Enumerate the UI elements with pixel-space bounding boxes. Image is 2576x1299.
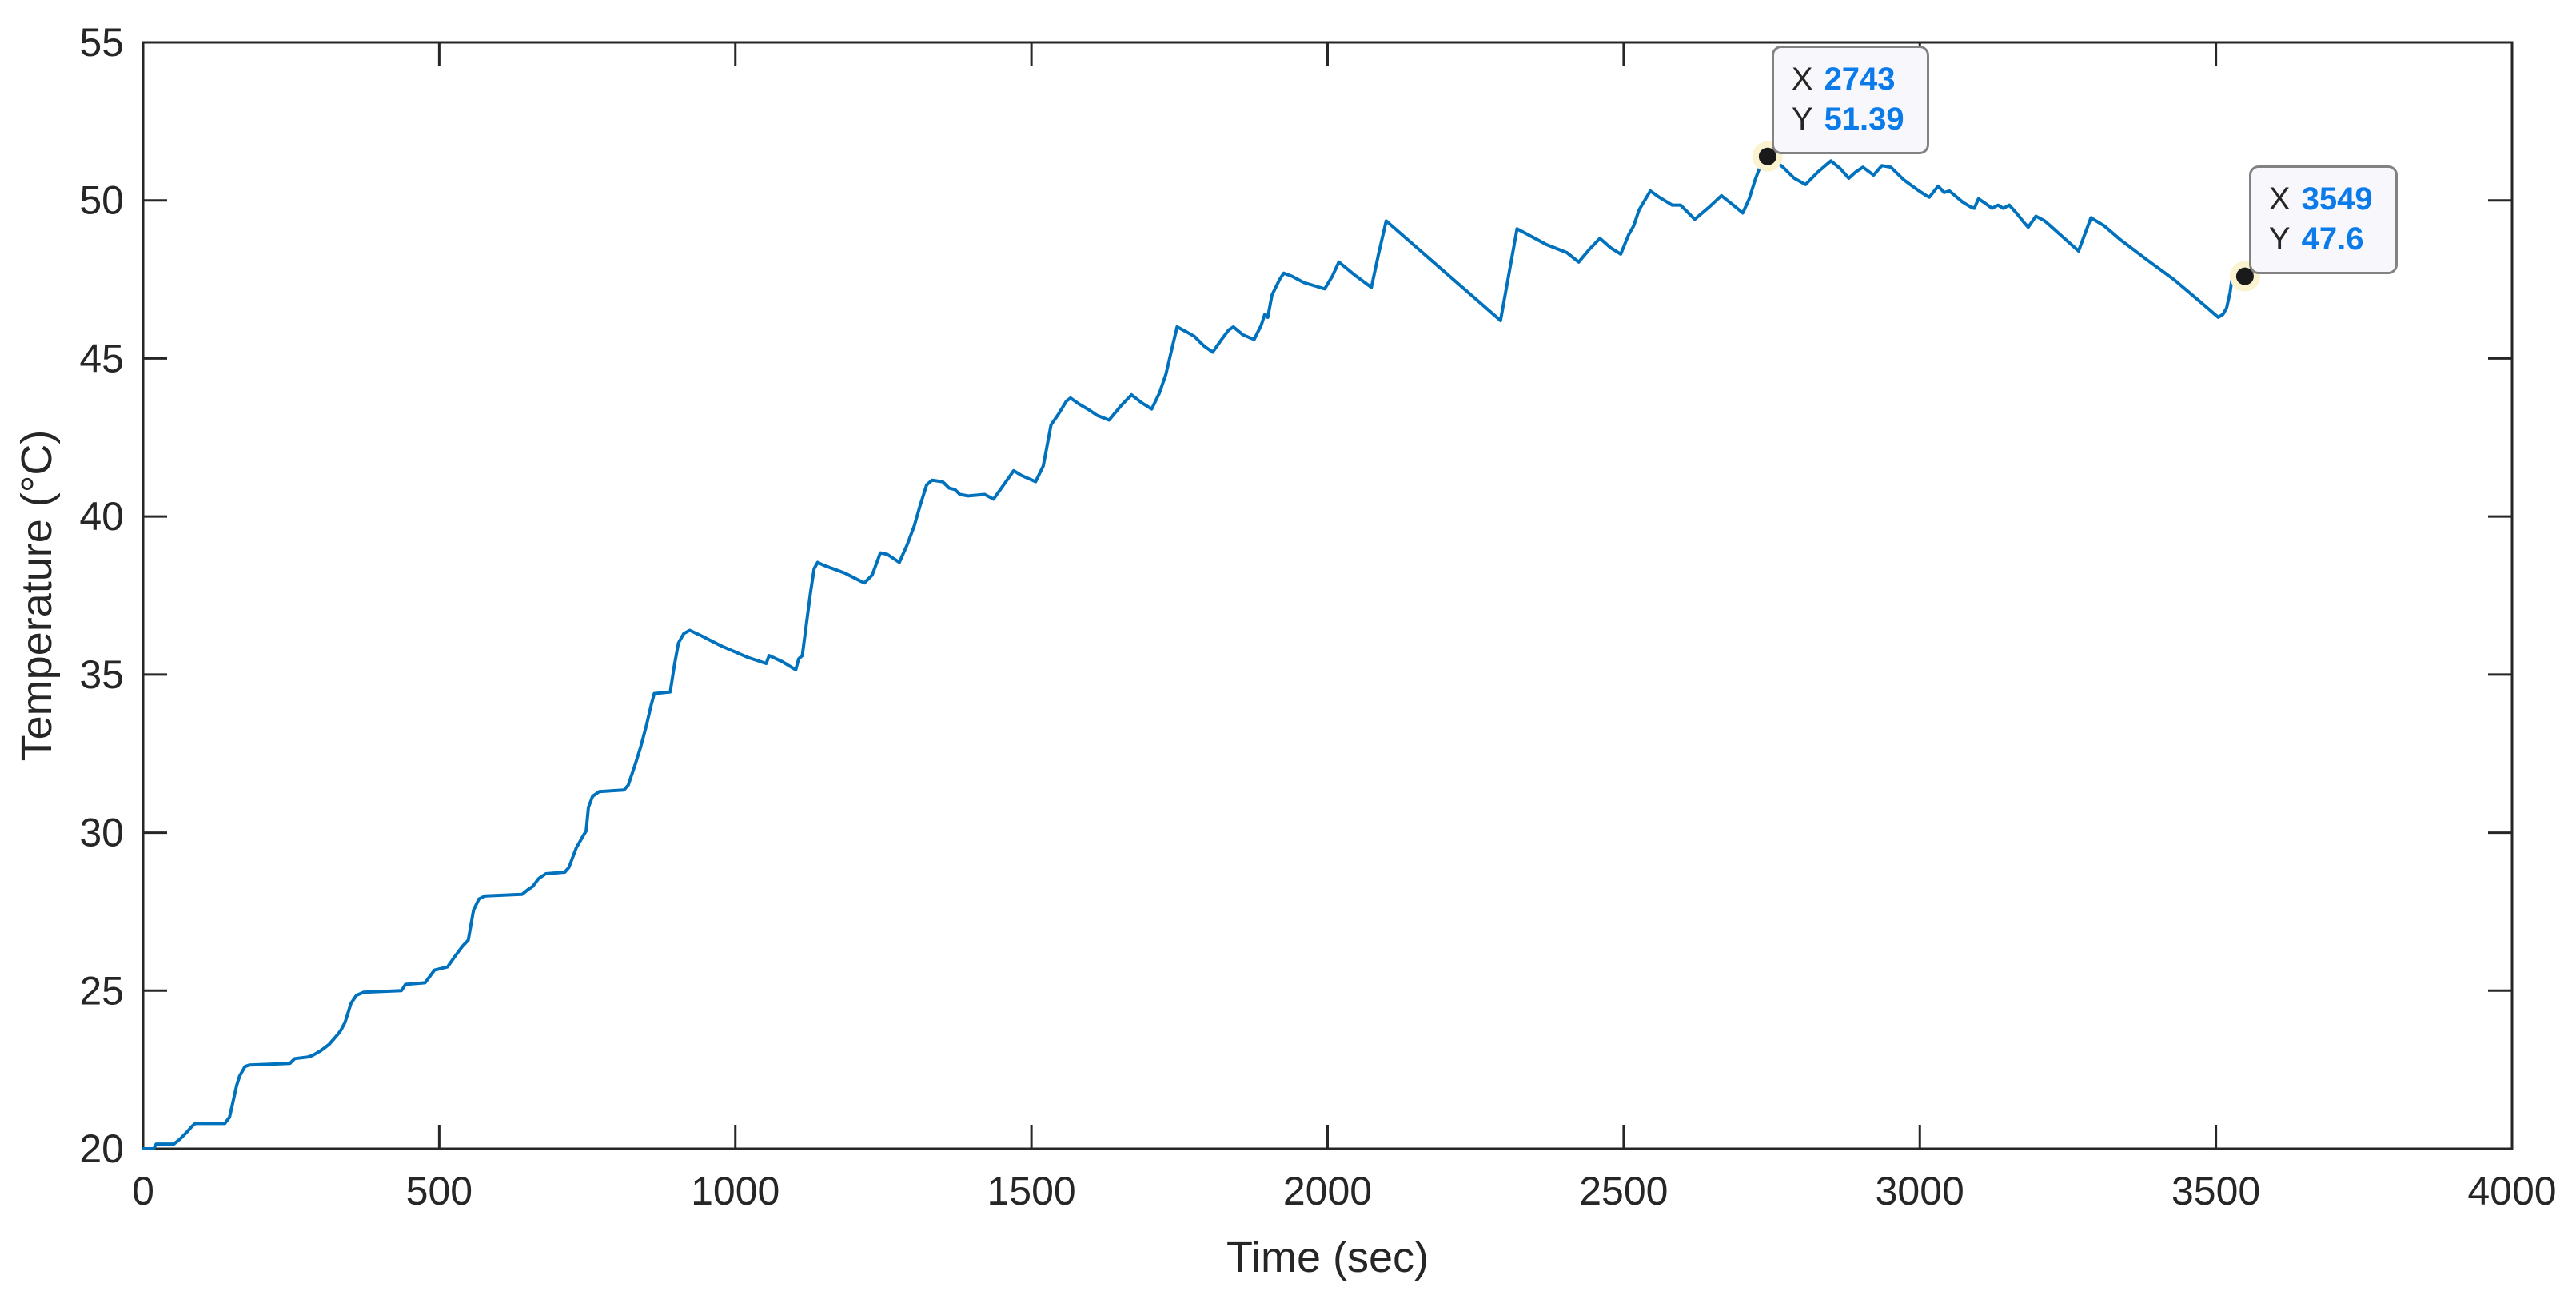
x-axis-label: Time (sec) bbox=[1226, 1233, 1429, 1281]
x-tick-label: 1500 bbox=[987, 1169, 1076, 1213]
datatip-x-value: 3549 bbox=[2301, 181, 2373, 217]
y-tick-label: 55 bbox=[79, 20, 124, 65]
datatip-end[interactable]: X 3549 Y 47.6 bbox=[2248, 165, 2398, 274]
x-tick-label: 1000 bbox=[691, 1169, 780, 1213]
x-tick-label: 0 bbox=[132, 1169, 154, 1213]
x-tick-label: 3000 bbox=[1876, 1169, 1964, 1213]
y-tick-label: 35 bbox=[79, 652, 124, 697]
y-tick-label: 25 bbox=[79, 968, 124, 1013]
axes-frame bbox=[142, 41, 2514, 1150]
y-tick-label: 40 bbox=[79, 494, 124, 539]
datatip-y-key: Y bbox=[1791, 101, 1813, 137]
datatip-x-key: X bbox=[2268, 181, 2291, 217]
datatip-y-value: 47.6 bbox=[2301, 221, 2364, 257]
x-tick-label: 2000 bbox=[1283, 1169, 1372, 1213]
x-tick-label: 2500 bbox=[1579, 1169, 1668, 1213]
temperature-line[interactable] bbox=[142, 154, 2247, 1150]
x-tick-label: 4000 bbox=[2467, 1169, 2556, 1213]
datatip-marker[interactable] bbox=[1758, 147, 1776, 165]
y-tick-label: 50 bbox=[79, 178, 124, 223]
datatip-y-key: Y bbox=[2268, 221, 2291, 257]
x-tick-label: 500 bbox=[406, 1169, 473, 1213]
y-tick-label: 20 bbox=[79, 1126, 124, 1171]
x-tick-label: 3500 bbox=[2171, 1169, 2260, 1213]
y-tick-label: 45 bbox=[79, 336, 124, 381]
datatip-peak[interactable]: X 2743 Y 51.39 bbox=[1771, 45, 1929, 154]
datatip-marker[interactable] bbox=[2235, 267, 2254, 285]
y-tick-label: 30 bbox=[79, 811, 124, 855]
y-axis-label: Temperature (°C) bbox=[13, 429, 61, 762]
datatip-x-key: X bbox=[1791, 61, 1813, 97]
datatip-y-value: 51.39 bbox=[1824, 101, 1904, 137]
datatip-x-value: 2743 bbox=[1824, 61, 1896, 97]
